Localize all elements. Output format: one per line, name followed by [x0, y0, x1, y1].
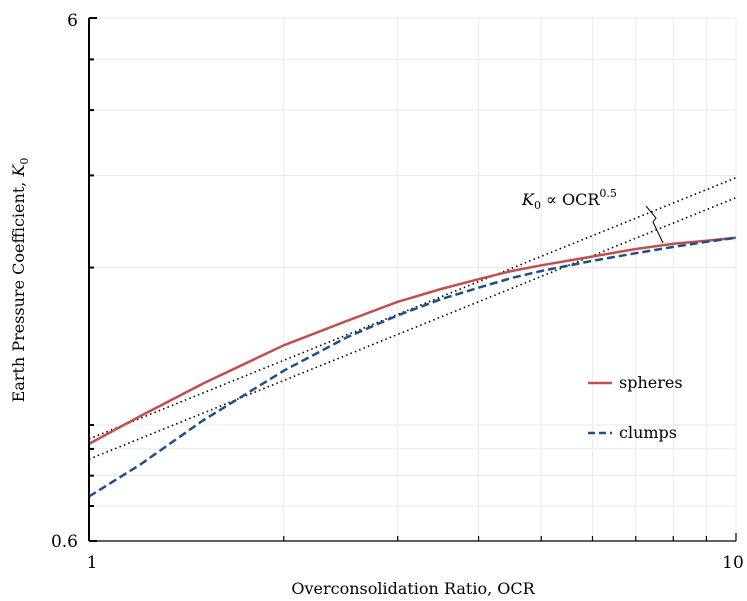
legend-label-spheres: spheres — [619, 373, 683, 392]
x-tick-label-right: 10 — [722, 553, 744, 573]
reference-line-1 — [88, 176, 737, 440]
annotation-subscript: 0 — [534, 199, 541, 212]
y-tick-label-top: 6 — [67, 11, 78, 31]
x-axis-label: Overconsolidation Ratio, OCR — [291, 579, 535, 598]
series-line-clumps — [88, 236, 737, 498]
legend-label-clumps: clumps — [619, 423, 677, 442]
annotation-superscript: 0.5 — [599, 187, 617, 200]
series-lines — [88, 236, 737, 498]
reference-lines — [88, 176, 737, 460]
y-axis-label-symbol: K — [9, 164, 28, 178]
y-axis-label-text: Earth Pressure Coefficient, — [9, 177, 28, 403]
y-tick-label-bottom: 0.6 — [51, 532, 78, 552]
annotation-leader — [645, 205, 664, 244]
reference-line-2 — [88, 196, 737, 460]
annotation-text: ∝ OCR — [541, 190, 600, 209]
grid — [89, 17, 737, 541]
y-axis-ticks — [89, 17, 97, 542]
y-axis-label-subscript: 0 — [18, 158, 31, 165]
annotation-label: K0 ∝ OCR0.5 — [521, 187, 617, 212]
x-axis-ticks — [88, 533, 737, 541]
x-tick-label-left: 1 — [87, 553, 98, 573]
series-line-spheres — [88, 236, 737, 445]
annotation-symbol: K — [521, 190, 535, 209]
y-axis-label: Earth Pressure Coefficient, K0 — [9, 158, 31, 403]
